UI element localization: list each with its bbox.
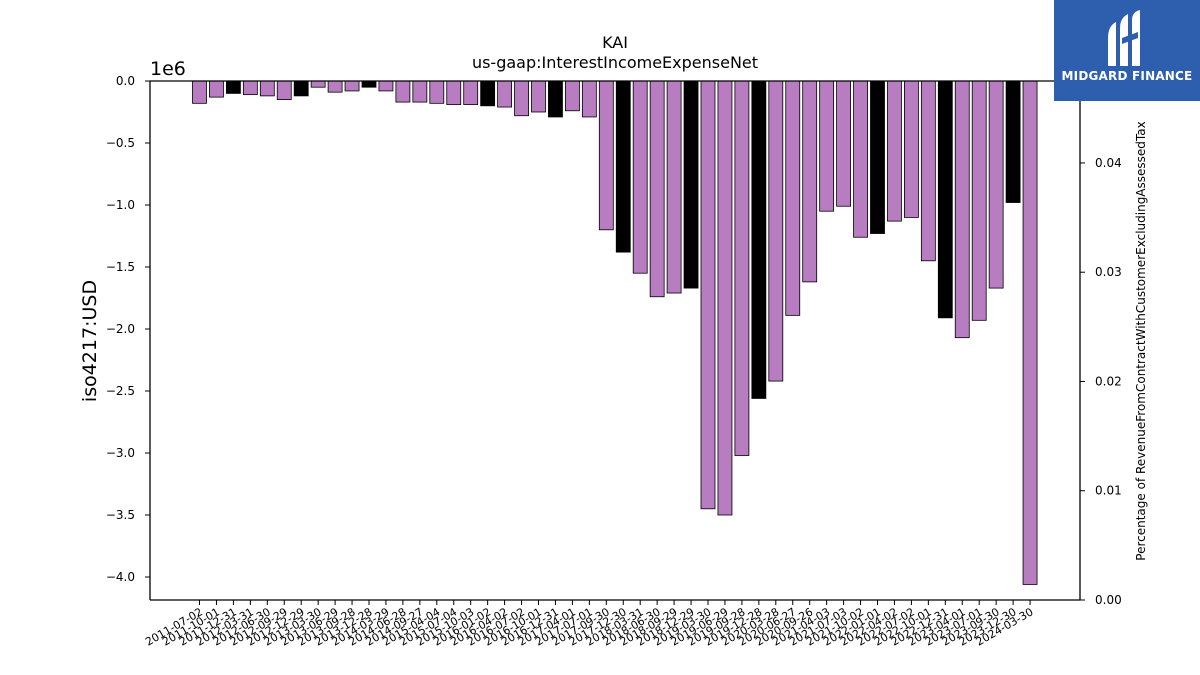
bar-2022-10-01 — [920, 80, 936, 262]
y2-tick-label: 0.04 — [1095, 156, 1122, 170]
x-ticks-group: 2011-07-022011-10-012011-12-312012-03-31… — [143, 600, 1036, 649]
bar-2016-12-31 — [548, 80, 563, 118]
bar-2014-03-29 — [378, 80, 394, 92]
bar-2023-04-01 — [954, 80, 970, 339]
y-tick-label: −1.0 — [106, 198, 135, 212]
bar-2012-09-29 — [276, 80, 292, 101]
midgard-logo-icon — [1108, 10, 1140, 66]
y-tick-label: −3.0 — [106, 446, 135, 460]
bar-2024-03-30 — [1022, 80, 1038, 585]
y2-tick-label: 0.00 — [1095, 593, 1122, 607]
y2-tick-label: 0.03 — [1095, 265, 1122, 279]
bar-2022-01-01 — [870, 80, 885, 234]
bar-2023-07-01 — [971, 80, 987, 321]
bar-2021-07-03 — [836, 80, 851, 207]
bar-2016-07-02 — [514, 80, 529, 117]
bar-2011-12-31 — [225, 80, 241, 94]
bar-2019-03-30 — [700, 80, 716, 510]
bar-2018-09-29 — [666, 80, 682, 294]
bar-2019-06-29 — [717, 80, 733, 516]
bar-2023-09-30 — [988, 80, 1004, 289]
bar-2021-04-03 — [819, 80, 835, 212]
bar-2020-09-26 — [802, 80, 818, 283]
bar-2022-12-31 — [937, 80, 953, 319]
bar-2013-12-28 — [361, 80, 377, 88]
bar-2022-04-02 — [887, 80, 902, 222]
bar-2018-12-29 — [683, 80, 699, 289]
bar-2016-04-02 — [497, 80, 513, 108]
bar-2018-03-31 — [632, 80, 648, 274]
bar-2013-03-30 — [310, 80, 326, 88]
bar-2012-06-30 — [259, 80, 275, 97]
y-tick-label: 0.0 — [116, 74, 135, 88]
bar-2011-07-02 — [192, 80, 207, 104]
bar-2015-04-04 — [429, 80, 445, 104]
bar-2012-12-29 — [293, 80, 309, 97]
y-tick-label: −4.0 — [106, 570, 135, 584]
bar-2011-10-01 — [209, 80, 224, 98]
bar-2013-06-29 — [327, 80, 343, 93]
bar-2017-12-30 — [615, 80, 631, 253]
y-ticks-group: 0.0 −0.5 −1.0 −1.5 −2.0 −2.5 −3.0 −3.5 −4.0 — [106, 74, 150, 584]
bar-2014-06-28 — [395, 80, 411, 103]
y-tick-label: −2.5 — [106, 384, 135, 398]
bar-2020-03-28 — [768, 80, 784, 382]
y2-axis-label: Percentage of RevenueFromContractWithCus… — [1134, 121, 1148, 560]
bar-2021-10-02 — [853, 80, 868, 238]
y2-ticks-group: 0.00 0.01 0.02 0.03 0.04 — [1080, 156, 1122, 607]
bar-2018-06-30 — [649, 80, 665, 298]
y-offset-label: 1e6 — [150, 58, 186, 80]
bar-2012-03-31 — [242, 80, 258, 96]
y-tick-label: −2.0 — [106, 322, 135, 336]
chart-subtitle: us-gaap:InterestIncomeExpenseNet — [472, 53, 758, 72]
y-axis-label: iso4217:USD — [79, 280, 101, 402]
bar-2023-12-30 — [1005, 80, 1021, 203]
midgard-finance-logo: MIDGARD FINANCE — [1054, 0, 1200, 101]
axes-group — [149, 80, 1081, 601]
y-tick-label: −1.5 — [106, 260, 135, 274]
bar-2016-10-01 — [531, 80, 546, 113]
bar-2017-04-01 — [565, 80, 580, 112]
bar-2019-12-28 — [751, 80, 767, 399]
y-tick-label: −0.5 — [106, 136, 135, 150]
y2-tick-label: 0.02 — [1095, 374, 1122, 388]
bar-2013-09-28 — [344, 80, 360, 92]
bar-2017-07-01 — [581, 80, 597, 118]
logo-text: MIDGARD FINANCE — [1061, 69, 1193, 83]
bar-2014-09-27 — [412, 80, 428, 103]
bar-2019-09-28 — [734, 80, 750, 456]
y-tick-label: −3.5 — [106, 508, 135, 522]
bar-2022-07-02 — [904, 80, 919, 218]
bars-group — [192, 80, 1038, 585]
bar-2015-07-04 — [446, 80, 462, 105]
bar-2020-06-27 — [785, 80, 801, 316]
bar-2016-01-02 — [480, 80, 496, 107]
bar-2015-10-03 — [463, 80, 479, 105]
y2-tick-label: 0.01 — [1095, 484, 1122, 498]
chart-title: KAI — [602, 33, 628, 52]
bar-2017-09-30 — [598, 80, 614, 231]
